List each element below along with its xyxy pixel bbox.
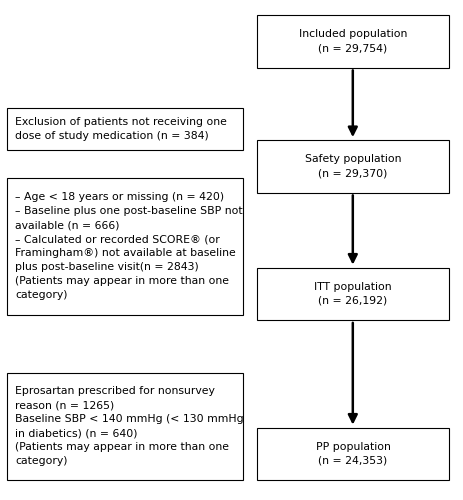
Bar	[257, 268, 449, 320]
Bar	[7, 178, 243, 315]
Bar	[7, 372, 243, 480]
Text: Safety population
(n = 29,370): Safety population (n = 29,370)	[305, 154, 401, 178]
Text: Included population
(n = 29,754): Included population (n = 29,754)	[299, 29, 407, 53]
Bar	[257, 428, 449, 480]
Bar	[257, 140, 449, 192]
Bar	[257, 15, 449, 68]
Text: ITT population
(n = 26,192): ITT population (n = 26,192)	[314, 282, 392, 306]
Bar	[7, 108, 243, 150]
Text: Exclusion of patients not receiving one
dose of study medication (n = 384): Exclusion of patients not receiving one …	[15, 117, 227, 141]
Text: – Age < 18 years or missing (n = 420)
– Baseline plus one post-baseline SBP not
: – Age < 18 years or missing (n = 420) – …	[15, 192, 243, 300]
Text: PP population
(n = 24,353): PP population (n = 24,353)	[316, 442, 390, 466]
Text: Eprosartan prescribed for nonsurvey
reason (n = 1265)
Baseline SBP < 140 mmHg (<: Eprosartan prescribed for nonsurvey reas…	[15, 386, 244, 466]
